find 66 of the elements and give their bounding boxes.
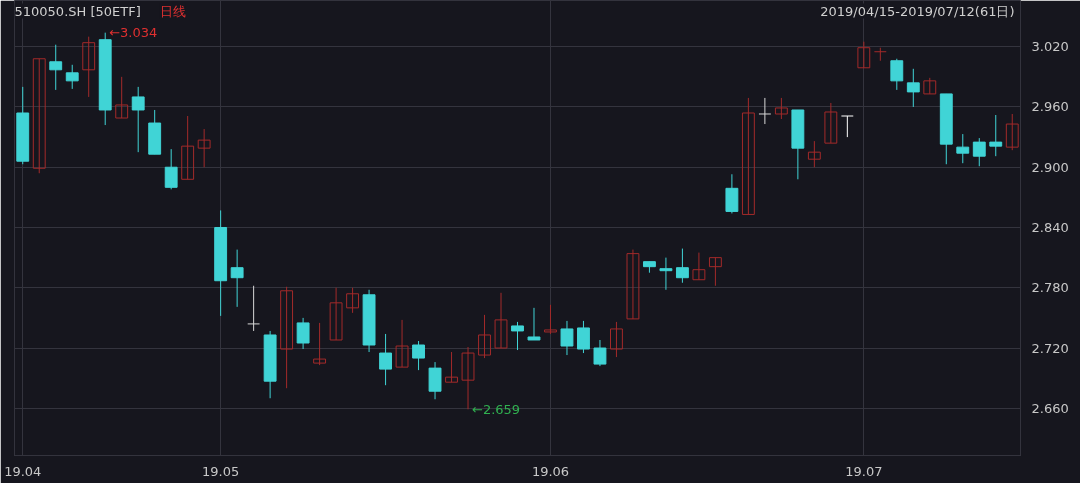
candlestick	[313, 322, 327, 366]
candlestick	[131, 86, 145, 153]
candlestick	[610, 321, 623, 358]
candlestick	[197, 128, 211, 168]
candlestick	[527, 307, 541, 341]
annotation: ←2.659	[472, 401, 521, 417]
y-tick-label: 2.900	[1031, 159, 1069, 175]
candlestick	[329, 287, 343, 341]
candlestick	[956, 133, 970, 164]
candlestick	[32, 58, 46, 174]
chart-title: 510050.SH [50ETF]	[14, 3, 141, 19]
candlestick	[972, 137, 986, 167]
candlestick	[725, 173, 739, 214]
candlestick	[82, 36, 96, 98]
candlestick	[412, 340, 425, 371]
candlestick	[544, 304, 557, 335]
candlestick	[989, 114, 1003, 157]
candlestick	[164, 148, 178, 190]
candlestick	[758, 97, 772, 125]
annotation: ←3.034	[109, 25, 158, 41]
candlestick	[577, 320, 590, 354]
x-tick-label: 19.05	[202, 463, 240, 479]
candlestick	[247, 285, 261, 332]
candlestick	[659, 257, 673, 291]
candlestick	[395, 319, 409, 368]
candlestick	[708, 257, 722, 287]
candlestick	[494, 292, 508, 349]
candlestick	[181, 115, 195, 180]
y-tick-label: 2.720	[1031, 340, 1069, 356]
y-tick-label: 2.660	[1031, 400, 1069, 416]
y-tick-label: 2.840	[1031, 220, 1069, 235]
candlestick	[49, 44, 63, 91]
candlestick	[873, 47, 887, 62]
candlestick	[65, 64, 79, 90]
candlestick	[478, 314, 491, 359]
candlestick	[890, 58, 904, 91]
candlestick	[428, 361, 442, 400]
candlestick	[1005, 113, 1019, 151]
chart-subtitle: 日线	[159, 3, 186, 19]
candlestick	[824, 102, 838, 144]
candlestick	[280, 286, 294, 389]
candlestick	[511, 321, 524, 351]
candlestick	[560, 320, 574, 356]
y-tick-label: 2.960	[1031, 99, 1069, 115]
candlestick	[675, 248, 689, 284]
candlestick	[445, 351, 458, 383]
candlestick	[857, 41, 871, 69]
candlestick	[906, 68, 920, 108]
candlestick	[692, 252, 706, 281]
candlestick	[774, 97, 788, 120]
candlestick	[840, 115, 854, 138]
candlestick	[807, 140, 821, 168]
candlestick	[379, 333, 392, 386]
candlestick	[593, 339, 607, 367]
candlestick	[296, 317, 310, 350]
annotation: 2019/04/15-2019/07/12(61日)	[820, 3, 1015, 19]
y-tick-label: 3.020	[1031, 39, 1069, 55]
y-tick-label: 2.780	[1031, 280, 1069, 296]
candlestick	[346, 287, 360, 314]
x-tick-label: 19.07	[845, 463, 883, 479]
x-tick-label: 19.04	[4, 463, 42, 479]
candlestick	[115, 76, 129, 119]
candlestick	[230, 249, 244, 308]
candlestick	[626, 249, 640, 320]
x-tick-label: 19.06	[531, 463, 570, 479]
candlestick	[741, 97, 755, 215]
